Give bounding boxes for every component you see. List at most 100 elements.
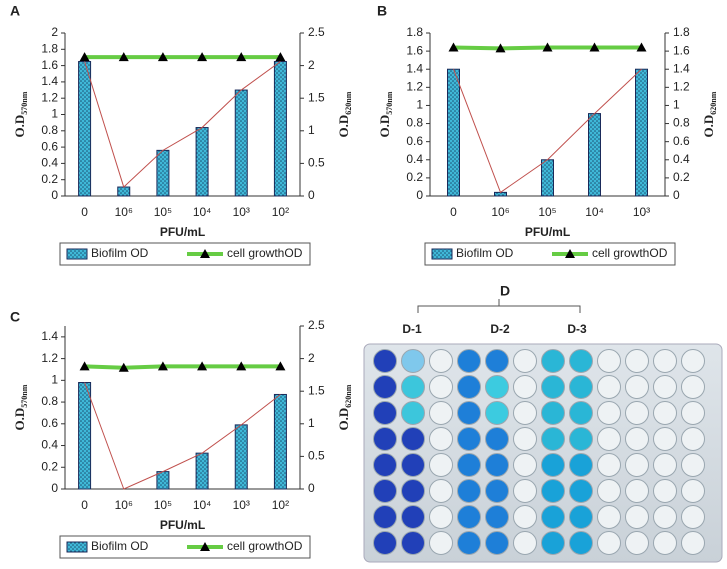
y2-axis-title: O.D620nm	[336, 91, 353, 137]
y-tick-label: 0.8	[406, 116, 423, 130]
well	[401, 349, 425, 373]
legend-box	[424, 242, 676, 266]
well	[485, 401, 509, 425]
triangle-marker	[157, 52, 168, 62]
triangle-marker	[236, 361, 247, 371]
connector-line	[84, 382, 281, 490]
y2-axis-title-main: O.D	[701, 115, 716, 138]
y-tick-label: 1.2	[406, 80, 423, 94]
well	[457, 453, 481, 477]
well	[541, 349, 565, 373]
well	[373, 427, 397, 451]
well	[485, 427, 509, 451]
y-tick-label: 0.8	[41, 394, 58, 408]
y-tick-label: 0.4	[41, 156, 58, 170]
bar	[195, 452, 209, 490]
x-tick-label: 10²	[272, 205, 289, 219]
y-tick-label: 0	[51, 188, 58, 202]
triangle-marker	[197, 52, 208, 62]
legend-label: Biofilm OD	[91, 246, 149, 260]
bar	[117, 186, 131, 197]
bracket	[417, 299, 581, 313]
y2-axis-title-sub: 620nm	[709, 91, 718, 114]
triangle-marker	[236, 52, 247, 62]
well	[429, 453, 453, 477]
x-tick-label: 10⁴	[193, 498, 212, 512]
well	[569, 505, 593, 529]
well	[681, 375, 705, 399]
triangle-marker	[636, 42, 647, 52]
well	[485, 505, 509, 529]
well	[401, 401, 425, 425]
well	[457, 401, 481, 425]
y-tick-label: 1	[51, 107, 58, 121]
bar	[234, 424, 248, 490]
well	[373, 479, 397, 503]
x-tick-label: 10⁵	[538, 205, 556, 219]
x-tick-label: 0	[450, 205, 457, 219]
y2-axis-title: O.D620nm	[701, 91, 718, 137]
well	[569, 479, 593, 503]
y-tick-label: 1.4	[41, 329, 58, 343]
y2-tick-label: 0.5	[308, 449, 325, 463]
well	[401, 479, 425, 503]
well	[541, 531, 565, 555]
x-tick-label: 10⁵	[154, 205, 172, 219]
y-axis-title-main: O.D	[12, 115, 27, 138]
well	[681, 401, 705, 425]
x-tick-label: 10³	[233, 498, 250, 512]
y-tick-label: 0.2	[406, 170, 423, 184]
y-tick-label: 1	[416, 98, 423, 112]
legend-box	[59, 242, 311, 266]
well	[513, 375, 537, 399]
well	[373, 505, 397, 529]
x-tick-label: 10⁶	[115, 205, 133, 219]
triangle-marker	[275, 361, 286, 371]
y-axis-title: O.D570nm	[12, 91, 29, 137]
x-tick-label: 0	[81, 205, 88, 219]
well	[653, 349, 677, 373]
well	[429, 349, 453, 373]
y-axis-title: O.D570nm	[377, 91, 394, 137]
connector-line	[84, 61, 281, 188]
well	[681, 349, 705, 373]
well	[597, 375, 621, 399]
well	[597, 349, 621, 373]
triangle-marker	[118, 52, 129, 62]
well	[541, 505, 565, 529]
well	[541, 401, 565, 425]
y2-axis-title-main: O.D	[336, 408, 351, 431]
x-tick-label: 10⁶	[115, 498, 133, 512]
well	[597, 531, 621, 555]
triangle-marker	[157, 361, 168, 371]
group-label: D-1	[402, 322, 422, 336]
well	[429, 531, 453, 555]
well	[485, 479, 509, 503]
well	[569, 349, 593, 373]
well	[373, 531, 397, 555]
x-tick-label: 10⁴	[585, 205, 604, 219]
well	[401, 453, 425, 477]
bar	[78, 61, 92, 197]
x-axis-title: PFU/mL	[160, 518, 205, 532]
bar	[156, 471, 170, 490]
well	[513, 427, 537, 451]
y2-tick-label: 1.4	[673, 61, 690, 75]
well	[541, 427, 565, 451]
legend-label: cell growthOD	[592, 246, 668, 260]
well	[401, 375, 425, 399]
y-tick-label: 0.6	[406, 134, 423, 148]
y-tick-label: 0	[51, 481, 58, 495]
well	[513, 401, 537, 425]
legend-label: Biofilm OD	[456, 246, 514, 260]
well	[681, 453, 705, 477]
well	[653, 505, 677, 529]
y2-tick-label: 1.2	[673, 80, 690, 94]
panel-label: B	[377, 3, 387, 19]
bar	[635, 68, 648, 197]
well	[541, 453, 565, 477]
well	[653, 479, 677, 503]
well	[569, 453, 593, 477]
triangle-marker	[542, 42, 553, 52]
well	[625, 479, 649, 503]
